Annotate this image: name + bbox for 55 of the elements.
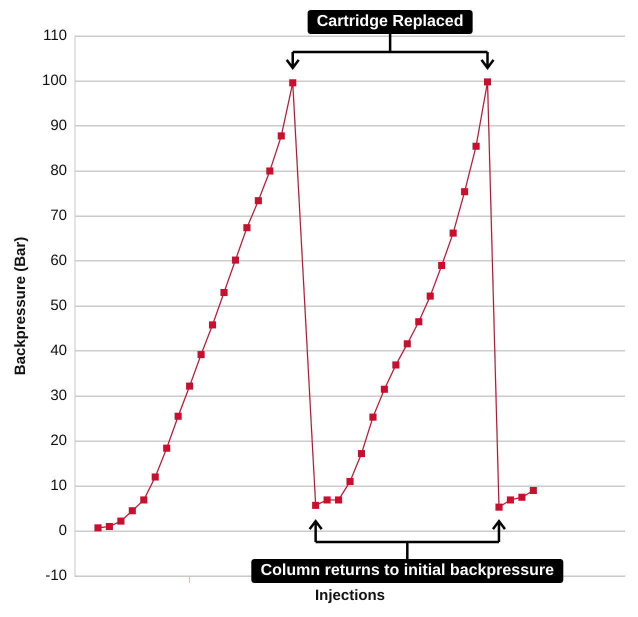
point	[208, 321, 216, 328]
y-tick-label: 110	[43, 27, 68, 44]
point	[198, 351, 205, 358]
point	[369, 414, 376, 421]
point	[392, 361, 400, 368]
y-tick-label: 100	[42, 72, 68, 90]
point	[152, 473, 159, 481]
point	[324, 496, 331, 504]
point	[232, 256, 239, 264]
point	[94, 524, 102, 532]
point	[117, 518, 124, 525]
point	[346, 478, 354, 486]
y-tick-label: 80	[50, 162, 68, 180]
point	[106, 522, 113, 530]
y-tick-label: 40	[50, 342, 68, 360]
point	[335, 496, 342, 504]
point	[186, 382, 194, 390]
point	[438, 262, 446, 270]
point	[163, 444, 170, 452]
point	[254, 197, 262, 204]
point	[472, 142, 480, 150]
y-tick-label: 20	[50, 432, 68, 450]
y-tick-label: -10	[45, 567, 68, 584]
x-axis-title: Injections	[315, 587, 386, 604]
point	[450, 230, 457, 237]
point	[530, 486, 537, 494]
y-tick-label: 50	[50, 297, 68, 314]
text: Cartridge Replaced	[308, 10, 472, 34]
y-tick-label: 30	[50, 387, 68, 404]
point	[278, 132, 285, 140]
y-tick-label: 90	[50, 117, 68, 134]
point	[426, 292, 434, 300]
point	[220, 288, 228, 296]
point	[312, 502, 320, 509]
point	[404, 340, 411, 348]
y-tick-label: 70	[50, 207, 68, 224]
annotation: Column returns to initial backpressure	[252, 559, 563, 583]
y-tick-label: 10	[50, 477, 68, 494]
point	[484, 78, 492, 86]
point	[128, 507, 136, 514]
point	[380, 386, 388, 393]
y-tick-label: 60	[50, 252, 68, 270]
point	[461, 188, 468, 196]
point	[358, 450, 366, 458]
point	[289, 79, 296, 86]
point	[415, 318, 422, 326]
y-tick-label: 0	[58, 522, 68, 540]
y-axis-title: Backpressure (Bar)	[12, 236, 30, 376]
point	[140, 496, 148, 504]
point	[495, 504, 502, 511]
point	[518, 494, 526, 501]
point	[174, 412, 182, 420]
point	[506, 496, 514, 504]
point	[243, 224, 250, 232]
point	[266, 167, 274, 175]
